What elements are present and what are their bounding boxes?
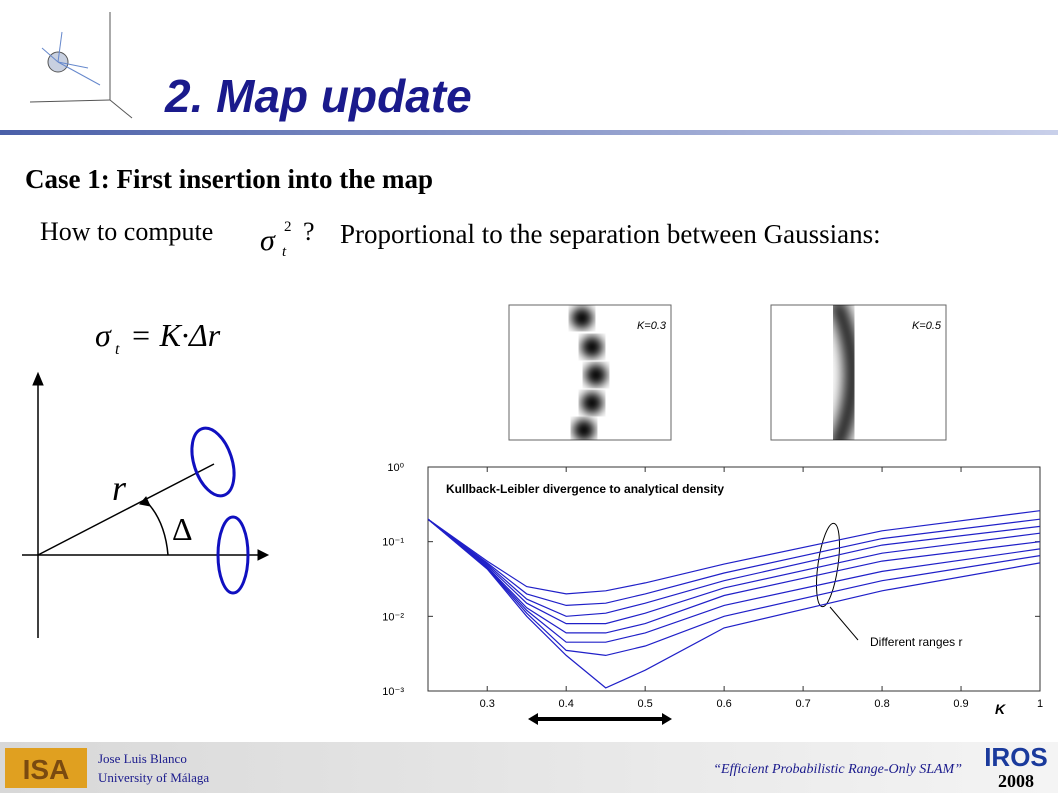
x-tick-label: 0.7 [795, 698, 810, 710]
series-line [428, 518, 1040, 625]
formula-lhs: σ [95, 317, 112, 353]
x-tick-label: 0.3 [480, 698, 495, 710]
x-axis-label: K [995, 701, 1006, 717]
footer-author: Jose Luis Blanco [98, 751, 187, 766]
footer-bar [0, 742, 1058, 793]
footer-affiliation: University of Málaga [98, 770, 209, 785]
angle-label: Δ [172, 511, 193, 547]
series-line [428, 510, 1040, 595]
header-rule [0, 130, 1058, 135]
series-line [428, 518, 1040, 643]
series-line [428, 518, 1040, 689]
density-image [571, 307, 607, 440]
logo-right: IROS [984, 742, 1048, 772]
sigma-sub: t [282, 244, 287, 260]
question-mark: ? [303, 217, 315, 246]
series-line [428, 518, 1040, 657]
x-tick-label: 0.6 [716, 698, 731, 710]
y-tick-label: 10⁻¹ [382, 537, 404, 549]
logo-year: 2008 [998, 771, 1034, 791]
logo-left-box [5, 748, 87, 788]
footer-talk: “Efficient Probabilistic Range-Only SLAM… [713, 762, 962, 777]
answer-text: Proportional to the separation between G… [340, 219, 881, 249]
plot-lines [428, 510, 1040, 689]
question-text: How to compute [40, 217, 213, 246]
density-image [828, 305, 861, 440]
y-tick-label: 10⁰ [387, 462, 404, 474]
series-line [428, 518, 1040, 634]
y-tick-label: 10⁻² [382, 611, 404, 623]
x-tick-label: 0.8 [874, 698, 889, 710]
image-label: K=0.5 [912, 320, 942, 332]
annotation-leader [829, 606, 859, 641]
sigma: σ [260, 224, 276, 257]
annotation: Different ranges r [870, 635, 963, 649]
image-label: K=0.3 [637, 320, 667, 332]
logo-left: ISA [23, 754, 70, 785]
diagram [22, 371, 270, 638]
series-line [428, 518, 1040, 607]
range-label: r [112, 468, 127, 508]
chart-title: Kullback-Leibler divergence to analytica… [446, 482, 724, 496]
section-heading: Case 1: First insertion into the map [25, 164, 433, 194]
range-arrow [528, 713, 672, 725]
x-tick-label: 0.9 [953, 698, 968, 710]
formula-rhs: = K·Δr [130, 317, 221, 353]
formula-sub: t [115, 341, 120, 358]
y-tick-label: 10⁻³ [382, 686, 404, 698]
header-icon [29, 12, 133, 119]
series-line [428, 518, 1040, 617]
x-tick-label: 1 [1037, 698, 1043, 710]
x-tick-label: 0.5 [638, 698, 653, 710]
slide-title: 2. Map update [164, 70, 472, 122]
sigma-sup: 2 [284, 219, 292, 235]
annotation-ellipse [816, 522, 840, 608]
x-tick-label: 0.4 [559, 698, 574, 710]
